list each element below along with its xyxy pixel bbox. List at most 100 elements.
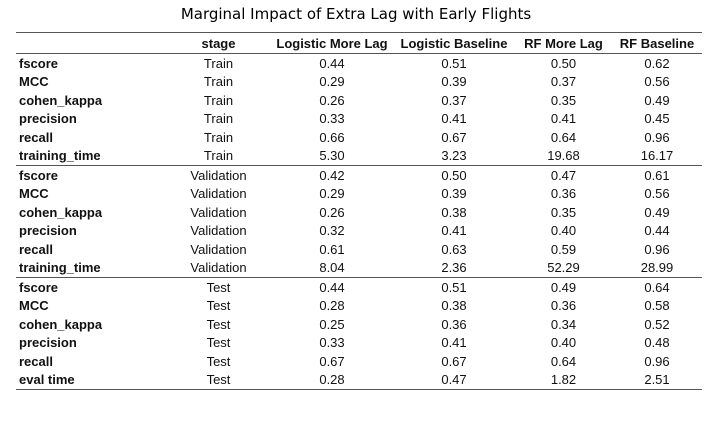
rf-more-lag-cell: 0.40 xyxy=(550,335,577,351)
rf-more-lag-cell: 0.36 xyxy=(550,186,577,202)
metric-cell: precision xyxy=(19,111,77,127)
logistic-more-lag-cell: 0.61 xyxy=(319,241,345,257)
rf-baseline-cell: 0.64 xyxy=(644,279,670,295)
stage-cell: Train xyxy=(203,55,234,71)
logistic-more-lag-cell: 0.32 xyxy=(319,223,345,239)
rf-more-lag-cell: 0.64 xyxy=(550,353,577,369)
logistic-more-lag-cell: 8.04 xyxy=(319,260,345,276)
table-row: recall Train 0.66 0.67 0.64 0.96 xyxy=(16,128,702,147)
rf-baseline-cell: 0.58 xyxy=(644,298,670,314)
logistic-more-lag-cell: 0.26 xyxy=(319,92,345,108)
rf-baseline-cell: 0.49 xyxy=(644,204,670,220)
table-row: fscore Train 0.44 0.51 0.50 0.62 xyxy=(16,54,702,73)
rf-more-lag-cell: 0.47 xyxy=(550,167,577,183)
stage-cell: Train xyxy=(203,92,234,108)
metric-cell: training_time xyxy=(19,148,101,164)
logistic-baseline-cell: 0.67 xyxy=(441,129,467,145)
logistic-more-lag-cell: 0.26 xyxy=(319,204,345,220)
metric-cell: recall xyxy=(19,353,53,369)
metric-cell: fscore xyxy=(19,55,59,71)
stage-cell: Test xyxy=(206,279,231,295)
rf-baseline-cell: 28.99 xyxy=(640,260,674,276)
table-row: MCC Train 0.29 0.39 0.37 0.56 xyxy=(16,73,702,92)
logistic-baseline-cell: 3.23 xyxy=(441,148,467,164)
logistic-more-lag-cell: 0.42 xyxy=(319,167,345,183)
metric-cell: fscore xyxy=(19,167,59,183)
rf-more-lag-cell: 0.35 xyxy=(550,92,577,108)
metric-cell: MCC xyxy=(19,298,49,314)
metric-cell: MCC xyxy=(19,186,49,202)
metric-cell: training_time xyxy=(19,260,101,276)
table-row: fscore Validation 0.42 0.50 0.47 0.61 xyxy=(16,165,702,185)
metric-cell: recall xyxy=(19,241,53,257)
rf-more-lag-cell: 0.34 xyxy=(550,316,577,332)
rf-baseline-cell: 0.56 xyxy=(644,186,670,202)
table-header-row: stage Logistic More Lag Logistic Baselin… xyxy=(16,33,702,54)
logistic-baseline-cell: 0.41 xyxy=(441,223,467,239)
logistic-baseline-cell: 0.36 xyxy=(441,316,467,332)
stage-cell: Test xyxy=(206,298,231,314)
logistic-more-lag-cell: 0.28 xyxy=(319,298,345,314)
table-row: recall Test 0.67 0.67 0.64 0.96 xyxy=(16,352,702,371)
logistic-more-lag-cell: 0.28 xyxy=(319,372,345,388)
table-body: fscore Train 0.44 0.51 0.50 0.62 MCC Train 0.29 0… xyxy=(16,54,702,389)
results-table: stage Logistic More Lag Logistic Baselin… xyxy=(16,32,702,390)
logistic-baseline-cell: 0.41 xyxy=(441,111,467,127)
rf-more-lag-cell: 0.50 xyxy=(550,55,577,71)
rf-baseline-cell: 0.52 xyxy=(644,316,670,332)
logistic-more-lag-cell: 0.33 xyxy=(319,335,345,351)
rf-more-lag-cell: 52.29 xyxy=(547,260,580,276)
table-row: precision Validation 0.32 0.41 0.40 0.44 xyxy=(16,222,702,241)
header-stage: stage xyxy=(201,35,236,51)
table-row: training_time Train 5.30 3.23 19.68 16.17 xyxy=(16,147,702,166)
logistic-more-lag-cell: 0.44 xyxy=(319,279,345,295)
table-row: fscore Test 0.44 0.51 0.49 0.64 xyxy=(16,277,702,297)
rf-more-lag-cell: 0.59 xyxy=(550,241,577,257)
rf-more-lag-cell: 0.64 xyxy=(550,129,577,145)
logistic-baseline-cell: 0.38 xyxy=(441,204,467,220)
header-logistic-more-lag: Logistic More Lag xyxy=(276,35,388,51)
rf-baseline-cell: 0.61 xyxy=(644,167,670,183)
logistic-more-lag-cell: 0.29 xyxy=(319,74,345,90)
table-row: cohen_kappa Test 0.25 0.36 0.34 0.52 xyxy=(16,315,702,334)
rf-baseline-cell: 0.96 xyxy=(644,129,670,145)
logistic-baseline-cell: 2.36 xyxy=(441,260,467,276)
stage-cell: Train xyxy=(203,148,234,164)
logistic-baseline-cell: 0.39 xyxy=(441,74,467,90)
logistic-more-lag-cell: 0.44 xyxy=(319,55,345,71)
stage-cell: Train xyxy=(203,74,234,90)
rf-more-lag-cell: 1.82 xyxy=(550,372,577,388)
rf-baseline-cell: 0.49 xyxy=(644,92,670,108)
stage-cell: Validation xyxy=(190,186,247,202)
stage-cell: Validation xyxy=(190,241,247,257)
rf-baseline-cell: 0.45 xyxy=(644,111,670,127)
header-logistic-baseline: Logistic Baseline xyxy=(400,35,508,51)
table-row: MCC Validation 0.29 0.39 0.36 0.56 xyxy=(16,185,702,204)
metric-cell: recall xyxy=(19,129,53,145)
logistic-baseline-cell: 0.63 xyxy=(441,241,467,257)
metric-cell: precision xyxy=(19,335,77,351)
rf-more-lag-cell: 0.35 xyxy=(550,204,577,220)
table-row: precision Test 0.33 0.41 0.40 0.48 xyxy=(16,334,702,353)
rf-more-lag-cell: 19.68 xyxy=(547,148,580,164)
stage-cell: Test xyxy=(206,353,231,369)
logistic-baseline-cell: 0.51 xyxy=(441,279,467,295)
table-row: cohen_kappa Validation 0.26 0.38 0.35 0.49 xyxy=(16,203,702,222)
table-row: eval time Test 0.28 0.47 1.82 2.51 xyxy=(16,371,702,390)
logistic-more-lag-cell: 0.67 xyxy=(319,353,345,369)
table-row: recall Validation 0.61 0.63 0.59 0.96 xyxy=(16,240,702,259)
header-rf-baseline: RF Baseline xyxy=(619,35,695,51)
rf-more-lag-cell: 0.41 xyxy=(550,111,577,127)
logistic-baseline-cell: 0.37 xyxy=(441,92,467,108)
metric-cell: cohen_kappa xyxy=(19,92,103,108)
stage-cell: Validation xyxy=(190,223,247,239)
stage-cell: Validation xyxy=(190,260,247,276)
stage-cell: Train xyxy=(203,129,234,145)
stage-cell: Validation xyxy=(190,167,247,183)
logistic-baseline-cell: 0.47 xyxy=(441,372,467,388)
rf-baseline-cell: 0.96 xyxy=(644,353,670,369)
logistic-more-lag-cell: 0.25 xyxy=(319,316,345,332)
stage-cell: Validation xyxy=(190,204,247,220)
rf-more-lag-cell: 0.37 xyxy=(550,74,577,90)
logistic-baseline-cell: 0.38 xyxy=(441,298,467,314)
